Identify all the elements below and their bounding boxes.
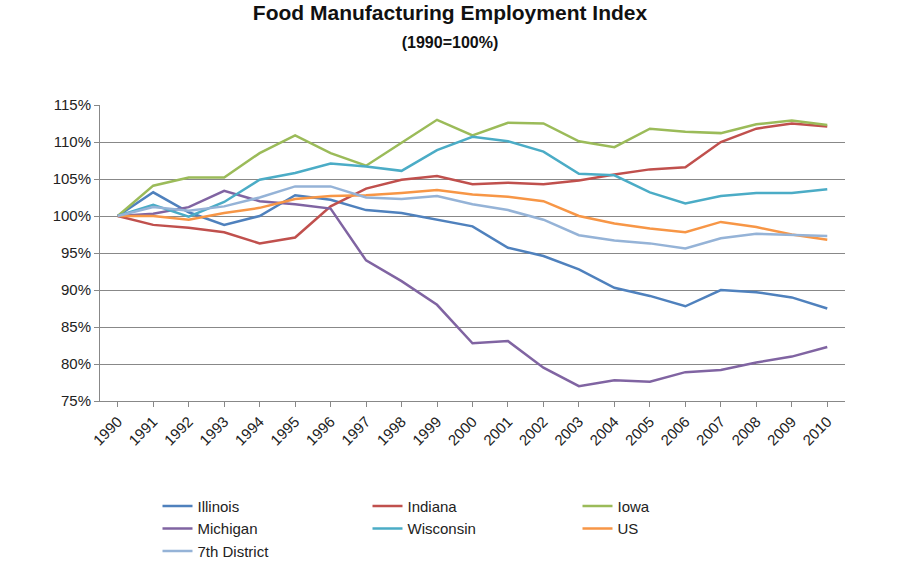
svg-text:Iowa: Iowa [618,498,650,515]
svg-text:2008: 2008 [728,413,764,449]
svg-text:90%: 90% [61,281,91,298]
svg-text:7th District: 7th District [198,543,270,560]
svg-text:80%: 80% [61,355,91,372]
svg-text:95%: 95% [61,244,91,261]
svg-text:85%: 85% [61,318,91,335]
svg-text:100%: 100% [53,207,91,224]
svg-text:105%: 105% [53,170,91,187]
svg-text:1990: 1990 [90,413,126,449]
svg-text:115%: 115% [54,96,91,113]
svg-text:1999: 1999 [409,413,445,449]
svg-text:1997: 1997 [338,413,374,449]
svg-text:1998: 1998 [373,413,409,449]
svg-text:2002: 2002 [515,413,551,449]
svg-text:2001: 2001 [480,413,516,449]
svg-text:Food Manufacturing Employment: Food Manufacturing Employment Index(1990… [253,1,648,50]
svg-text:2000: 2000 [444,413,480,449]
svg-text:2006: 2006 [657,413,693,449]
svg-text:Michigan: Michigan [198,520,258,537]
svg-text:2009: 2009 [764,413,800,449]
svg-text:Wisconsin: Wisconsin [408,520,476,537]
svg-text:2004: 2004 [586,413,622,449]
svg-text:1991: 1991 [125,413,161,449]
svg-text:2005: 2005 [622,413,658,449]
svg-text:1993: 1993 [196,413,232,449]
svg-text:110%: 110% [54,133,91,150]
svg-text:Indiana: Indiana [408,498,458,515]
svg-text:1994: 1994 [231,413,267,449]
svg-text:2010: 2010 [799,413,835,449]
svg-text:75%: 75% [61,392,91,409]
svg-text:1992: 1992 [160,413,196,449]
svg-text:1995: 1995 [267,413,303,449]
svg-text:1996: 1996 [302,413,338,449]
svg-text:2003: 2003 [551,413,587,449]
svg-text:Illinois: Illinois [198,498,240,515]
svg-text:US: US [618,520,639,537]
svg-text:2007: 2007 [693,413,729,449]
